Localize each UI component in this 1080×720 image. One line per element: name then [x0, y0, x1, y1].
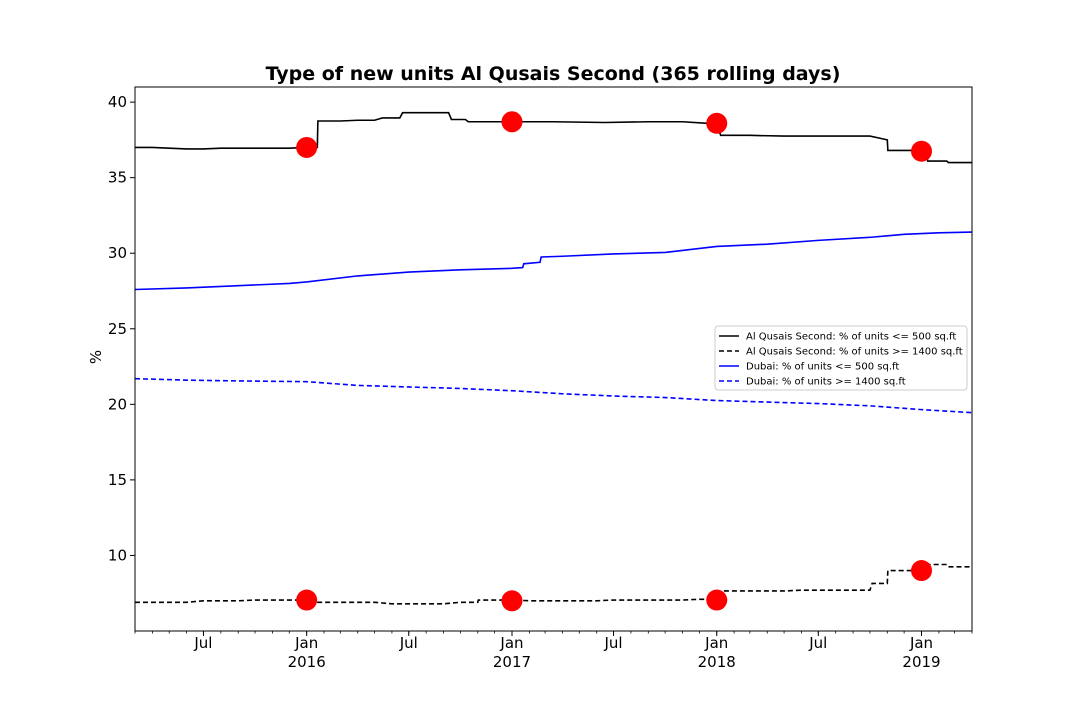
red-marker-2 [706, 112, 728, 134]
red-marker-7 [911, 560, 933, 582]
series-line-3 [135, 377, 972, 414]
x-tick-label-2: Jul [399, 634, 418, 652]
x-tick-label-4: Jul [603, 634, 622, 652]
red-marker-4 [296, 589, 318, 611]
red-marker-0 [296, 136, 318, 158]
x-tick-year-3: 2017 [493, 653, 531, 671]
y-tick-label-15: 15 [108, 471, 127, 489]
red-marker-3 [911, 140, 933, 162]
red-marker-1 [501, 111, 523, 133]
red-marker-5 [501, 590, 523, 612]
series-line-0 [135, 111, 972, 164]
y-tick-label-35: 35 [108, 169, 127, 187]
red-marker-6 [706, 589, 728, 611]
legend-label-1: Al Qusais Second: % of units >= 1400 sq.… [746, 347, 963, 358]
plot-frame [134, 86, 973, 632]
chart-title: Type of new units Al Qusais Second (365 … [266, 63, 841, 85]
y-tick-label-30: 30 [108, 244, 127, 262]
y-tick-label-10: 10 [108, 546, 127, 564]
legend[interactable]: Al Qusais Second: % of units <= 500 sq.f… [714, 325, 968, 391]
x-tick-label-5: Jan [704, 634, 728, 652]
x-tick-label-0: Jul [193, 634, 212, 652]
x-tick-label-3: Jan [499, 634, 523, 652]
y-tick-label-40: 40 [108, 93, 127, 111]
y-tick-label-20: 20 [108, 395, 127, 413]
y-tick-label-25: 25 [108, 320, 127, 338]
legend-label-3: Dubai: % of units >= 1400 sq.ft [746, 377, 906, 388]
x-tick-label-1: Jan [294, 634, 318, 652]
legend-box [714, 325, 968, 391]
x-tick-year-5: 2018 [698, 653, 736, 671]
x-tick-label-7: Jan [909, 634, 933, 652]
series-line-2 [135, 231, 972, 291]
legend-label-0: Al Qusais Second: % of units <= 500 sq.f… [746, 332, 956, 343]
y-axis-label: % [87, 350, 105, 364]
x-tick-label-6: Jul [808, 634, 827, 652]
x-tick-year-1: 2016 [288, 653, 326, 671]
x-tick-year-7: 2019 [902, 653, 940, 671]
legend-label-2: Dubai: % of units <= 500 sq.ft [746, 362, 899, 373]
series-line-1 [135, 563, 972, 605]
y-axis: 10 15 20 25 30 35 40 [108, 93, 135, 564]
marker-layer [296, 111, 933, 612]
